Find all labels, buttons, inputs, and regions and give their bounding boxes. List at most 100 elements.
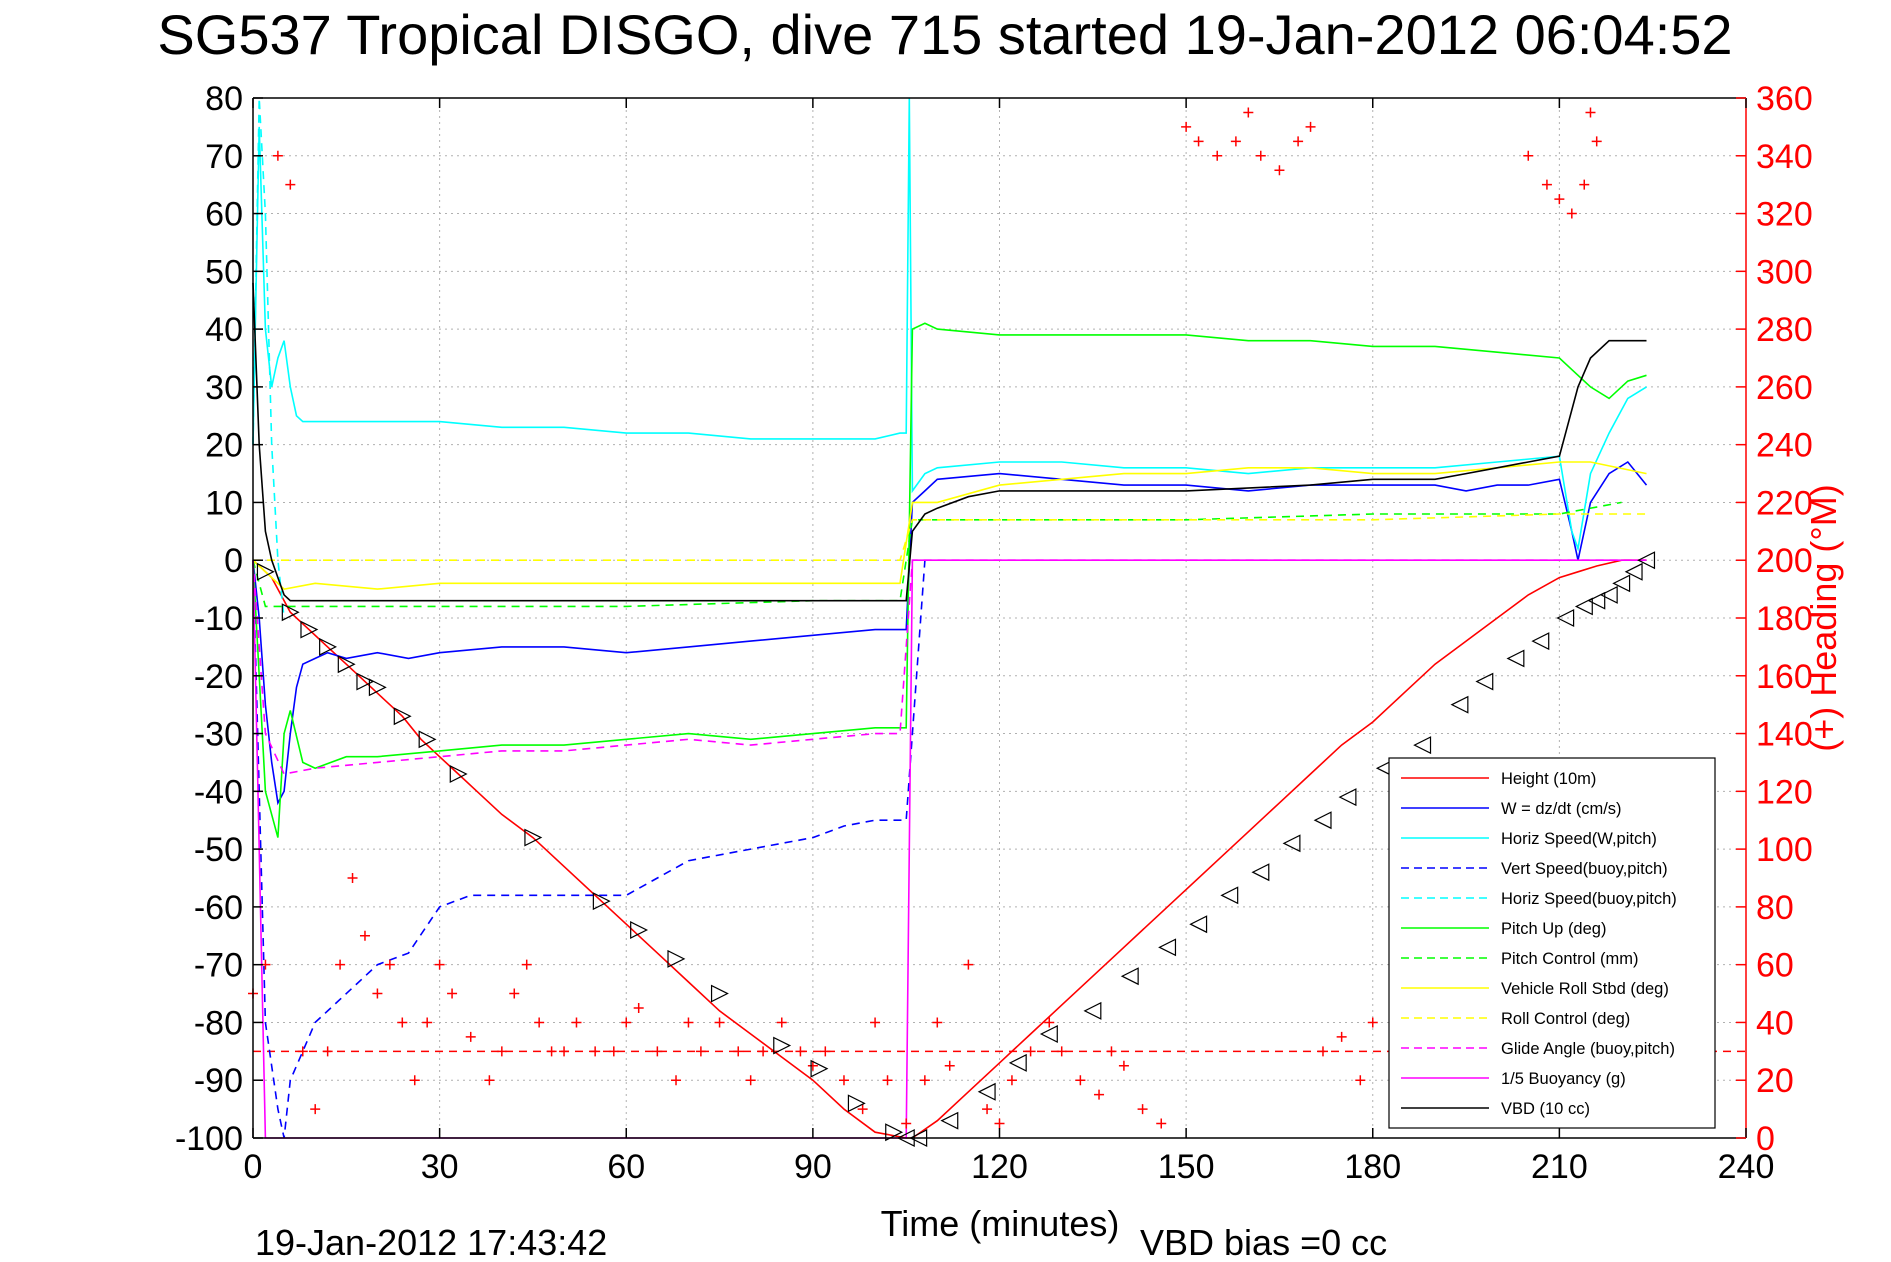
heading-marker xyxy=(322,1046,333,1057)
y-tick-label: -100 xyxy=(175,1120,243,1158)
series-vbd-10-cc xyxy=(252,282,1647,602)
heading-marker xyxy=(1355,1075,1366,1086)
triangle-marker xyxy=(1338,788,1357,807)
y-tick-label: -50 xyxy=(194,831,243,869)
heading-marker xyxy=(1118,1060,1129,1071)
heading-marker xyxy=(652,1046,663,1057)
heading-marker xyxy=(590,1046,601,1057)
triangle-marker xyxy=(1282,834,1301,853)
heading-marker xyxy=(882,1075,893,1086)
triangle-marker xyxy=(1158,938,1177,957)
triangle-marker xyxy=(885,1123,904,1142)
legend-label: Pitch Up (deg) xyxy=(1501,920,1606,938)
heading-marker xyxy=(1006,1075,1017,1086)
heading-marker xyxy=(359,930,370,941)
triangle-marker xyxy=(1189,915,1208,934)
right-tick-label: 280 xyxy=(1756,311,1813,349)
legend-label: Vehicle Roll Stbd (deg) xyxy=(1501,980,1669,998)
triangle-marker xyxy=(300,620,319,639)
triangle-marker xyxy=(1475,672,1494,691)
x-tick-label: 90 xyxy=(794,1148,832,1186)
triangle-marker xyxy=(1039,1025,1058,1043)
heading-marker xyxy=(994,1118,1005,1129)
right-tick-label: 140 xyxy=(1756,716,1813,754)
series-vehicle-roll-stbd-deg xyxy=(252,461,1647,590)
heading-marker xyxy=(1056,1046,1067,1057)
x-axis-label: Time (minutes) xyxy=(881,1203,1120,1244)
heading-marker xyxy=(695,1046,706,1057)
triangle-marker xyxy=(1587,591,1606,610)
triangle-marker xyxy=(1612,574,1631,593)
heading-marker xyxy=(372,988,383,999)
y-tick-label: -60 xyxy=(194,889,243,927)
heading-marker xyxy=(870,1017,881,1028)
heading-marker xyxy=(1044,1017,1055,1028)
heading-marker xyxy=(434,959,445,970)
heading-marker xyxy=(633,1003,644,1013)
triangle-marker xyxy=(368,678,387,697)
heading-marker xyxy=(272,150,283,161)
heading-marker xyxy=(714,1017,725,1028)
y-tick-label: -20 xyxy=(194,658,243,696)
heading-marker xyxy=(919,1075,930,1086)
heading-marker xyxy=(807,1060,818,1071)
heading-marker xyxy=(1075,1075,1086,1086)
heading-marker xyxy=(397,1017,408,1028)
series-horiz-speed-w-pitch xyxy=(252,97,1647,552)
x-tick-label: 240 xyxy=(1718,1148,1775,1186)
x-tick-label: 120 xyxy=(971,1148,1028,1186)
y-tick-label: 70 xyxy=(205,138,243,176)
legend-box xyxy=(1388,757,1716,1129)
x-tick-label: 30 xyxy=(421,1148,459,1186)
series-horiz-speed-buoy-pitch xyxy=(252,97,285,619)
heading-marker xyxy=(932,1017,943,1028)
triangle-marker xyxy=(337,655,356,674)
heading-marker xyxy=(297,1046,308,1057)
series-heading xyxy=(248,150,1167,1129)
triangle-marker xyxy=(319,637,337,656)
y-tick-label: -10 xyxy=(194,600,243,638)
x-tick-label: 150 xyxy=(1158,1148,1215,1186)
triangle-marker xyxy=(1083,1001,1102,1020)
triangle-marker xyxy=(524,828,543,847)
right-tick-label: 300 xyxy=(1756,253,1813,291)
heading-marker xyxy=(1523,150,1534,161)
heading-marker xyxy=(1293,136,1304,147)
legend-label: Roll Control (deg) xyxy=(1501,1010,1630,1028)
footer-vbd-bias: VBD bias =0 cc xyxy=(1140,1222,1387,1262)
y-tick-label: 80 xyxy=(205,80,243,118)
triangle-marker xyxy=(1008,1053,1027,1072)
heading-marker xyxy=(335,959,346,970)
heading-marker xyxy=(982,1104,993,1115)
right-tick-label: 20 xyxy=(1756,1062,1794,1100)
heading-marker xyxy=(758,1046,769,1057)
heading-marker xyxy=(285,179,296,190)
series-w-dz-dt-cm-s xyxy=(252,460,1648,806)
heading-marker xyxy=(1305,121,1316,132)
triangle-markers xyxy=(256,551,1656,1147)
heading-marker xyxy=(1230,136,1241,147)
triangle-marker xyxy=(1450,695,1469,714)
triangle-marker xyxy=(1574,597,1593,616)
y-tick-label: -90 xyxy=(194,1062,243,1100)
right-tick-label: 360 xyxy=(1756,80,1813,118)
y-tick-label: 10 xyxy=(205,484,243,522)
heading-marker xyxy=(776,1017,787,1028)
heading-marker xyxy=(559,1046,570,1057)
triangle-marker xyxy=(810,1059,829,1078)
legend-label: Vert Speed(buoy,pitch) xyxy=(1501,860,1668,878)
y-tick-label: 0 xyxy=(224,542,243,580)
triangle-marker xyxy=(710,984,729,1003)
heading-marker xyxy=(608,1046,619,1057)
heading-marker xyxy=(621,1017,632,1028)
legend-label: 1/5 Buoyancy (g) xyxy=(1501,1070,1626,1088)
heading-marker xyxy=(963,959,974,970)
right-tick-label: 120 xyxy=(1756,773,1813,811)
right-axis-label: (+) Heading (°M) xyxy=(1803,484,1844,751)
x-tick-label: 0 xyxy=(244,1148,263,1186)
heading-marker xyxy=(1193,136,1204,147)
legend-label: Horiz Speed(W,pitch) xyxy=(1501,830,1657,848)
triangle-marker xyxy=(1506,649,1525,668)
right-tick-label: 220 xyxy=(1756,484,1813,522)
triangle-marker xyxy=(418,730,437,749)
